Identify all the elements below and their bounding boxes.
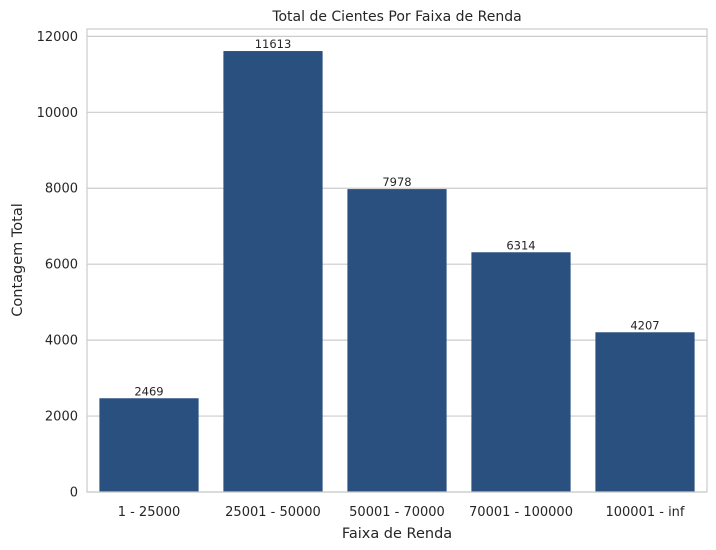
x-tick-label: 70001 - 100000	[469, 505, 573, 520]
bars-group	[99, 51, 695, 493]
x-axis-label: Faixa de Renda	[342, 526, 452, 542]
y-tick-label: 0	[70, 486, 78, 501]
y-tick-label: 10000	[37, 106, 78, 121]
bar	[595, 332, 695, 492]
bar	[223, 51, 323, 493]
chart-title: Total de Cientes Por Faixa de Renda	[271, 9, 521, 25]
y-axis-label: Contagem Total	[10, 203, 26, 316]
y-tick-label: 4000	[45, 334, 78, 349]
bar	[99, 398, 199, 492]
y-tick-label: 12000	[37, 30, 78, 45]
labels-group: 0 2000 4000 6000 8000 10000 12000 2469 1 - 25000…	[37, 30, 685, 520]
x-tick-label: 50001 - 70000	[349, 505, 445, 520]
bar	[471, 252, 571, 492]
plot-frame	[86, 28, 708, 493]
bar-value-label: 4207	[630, 318, 659, 332]
x-tick-label: 1 - 25000	[118, 505, 181, 520]
x-tick-label: 25001 - 50000	[225, 505, 321, 520]
bar-value-label: 2469	[134, 384, 163, 398]
bar-value-label: 6314	[506, 238, 535, 252]
y-tick-label: 8000	[45, 182, 78, 197]
x-tick-label: 100001 - inf	[605, 505, 684, 520]
y-tick-label: 2000	[45, 410, 78, 425]
y-tick-label: 6000	[45, 258, 78, 273]
bar	[347, 189, 447, 492]
bar-value-label: 11613	[255, 37, 292, 51]
bar-value-label: 7978	[382, 175, 411, 189]
